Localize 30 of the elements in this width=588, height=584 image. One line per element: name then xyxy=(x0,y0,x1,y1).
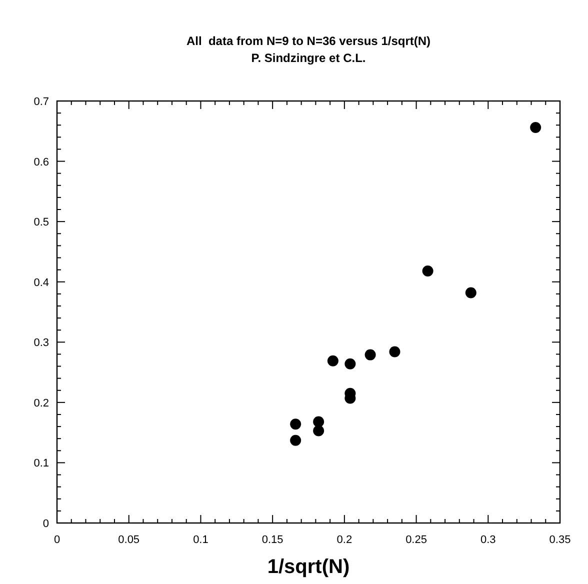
point xyxy=(422,266,434,276)
x-tick-label: 0.2 xyxy=(336,534,352,546)
x-tick-label: 0.1 xyxy=(193,534,208,546)
x-tick-label: 0.3 xyxy=(480,534,496,546)
x-axis-title: 1/sqrt(N) xyxy=(267,556,350,578)
chart-title: All data from N=9 to N=36 versus 1/sqrt(N) xyxy=(186,34,431,48)
chart-subtitle: P. Sindzingre et C.L. xyxy=(251,51,366,65)
y-tick-label: 0.4 xyxy=(34,276,49,289)
point xyxy=(530,122,542,134)
point xyxy=(313,425,324,436)
point xyxy=(327,355,338,366)
y-tick-label: 0.1 xyxy=(34,458,49,470)
point xyxy=(313,416,324,428)
x-tick-label: 0 xyxy=(54,534,60,546)
y-tick-label: 0.2 xyxy=(34,397,49,410)
point xyxy=(290,418,302,430)
point xyxy=(389,346,400,358)
y-tick-label: 0.3 xyxy=(34,337,49,350)
y-tick-label: 0 xyxy=(42,518,49,530)
x-tick-label: 0.15 xyxy=(262,534,284,546)
x-tick-label: 0.25 xyxy=(406,534,427,546)
point xyxy=(465,287,476,298)
point xyxy=(364,349,376,360)
point xyxy=(290,434,302,446)
point xyxy=(344,358,356,370)
y-tick-label: 0.5 xyxy=(34,216,49,229)
y-tick-label: 0.6 xyxy=(34,156,49,168)
x-tick-label: 0.35 xyxy=(549,534,571,546)
x-tick-label: 0.05 xyxy=(118,534,140,546)
y-tick-label: 0.7 xyxy=(34,96,49,108)
